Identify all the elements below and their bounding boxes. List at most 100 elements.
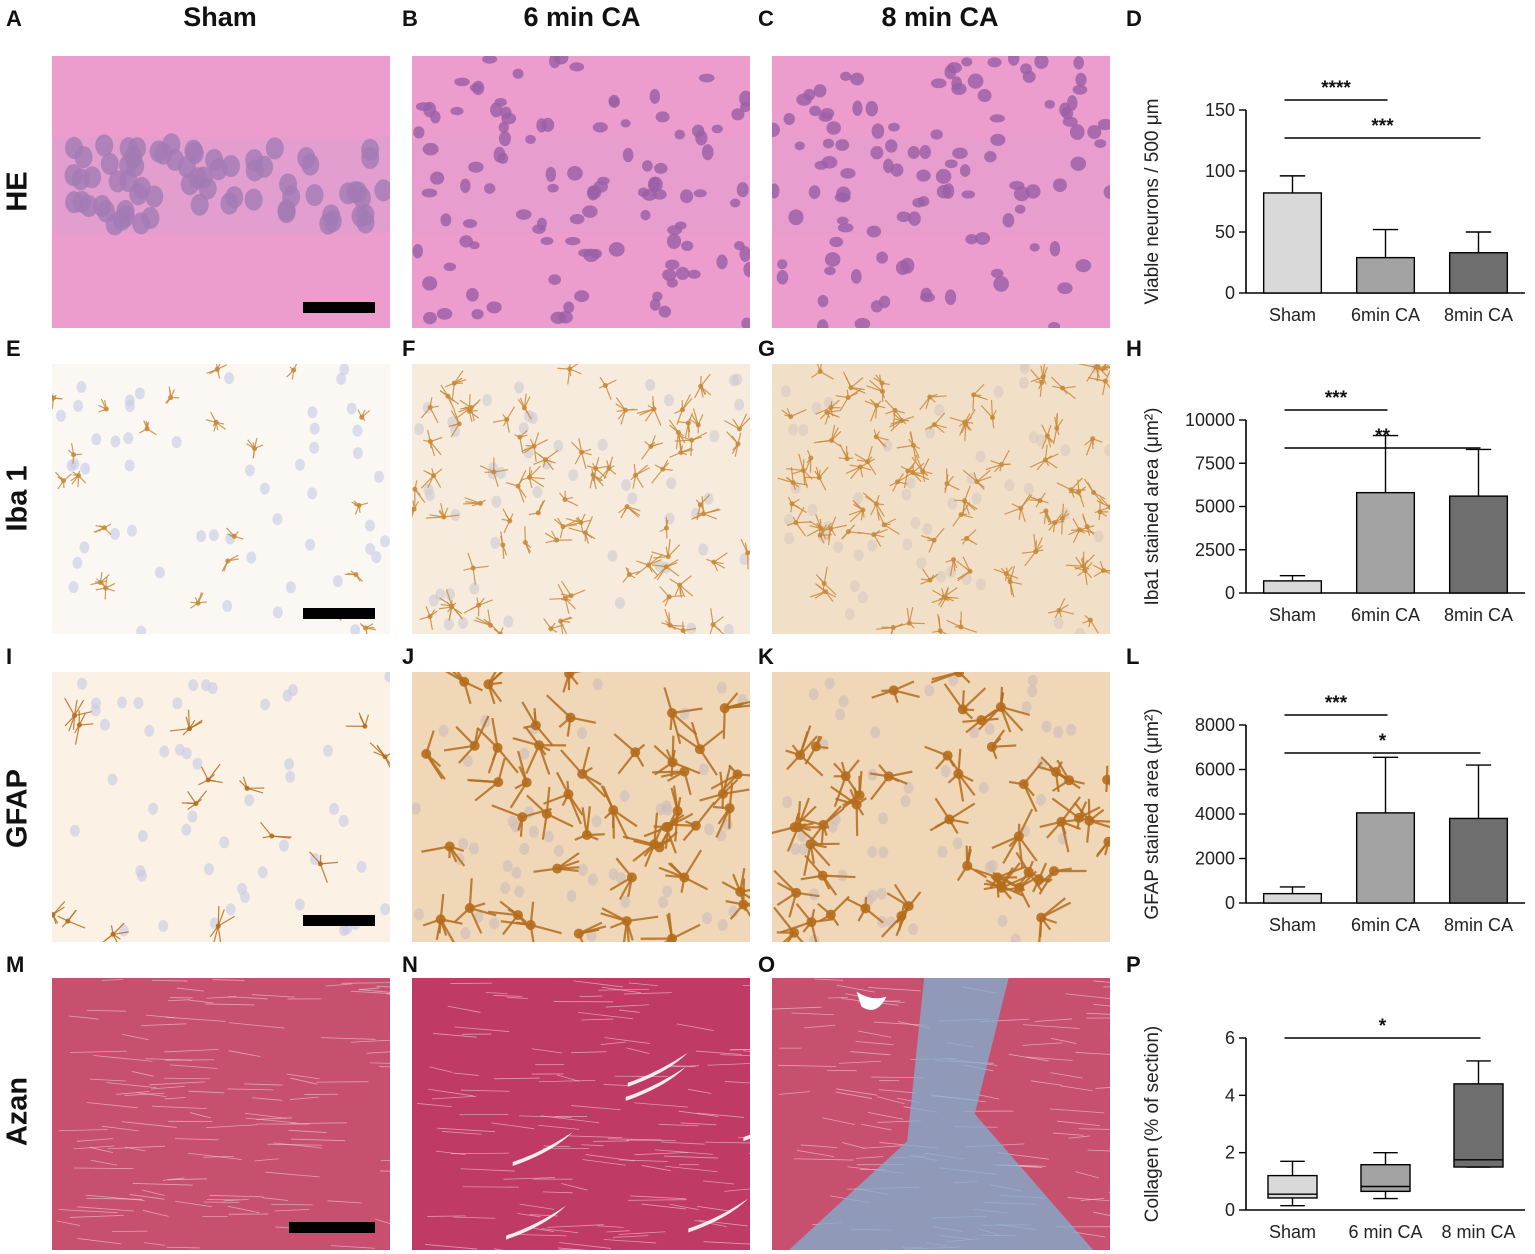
micrograph-iba1-6min [412,364,750,634]
micrograph-texture [52,978,390,1250]
panel-letter-i: I [6,644,13,669]
micrograph-gfap-sham [52,672,390,942]
y-tick-label: 50 [1215,222,1235,242]
panel-letter-g: G [758,336,776,361]
y-tick-label: 2500 [1195,540,1235,560]
significance-label: * [1379,731,1387,752]
micrograph-azan-8min [772,978,1110,1250]
panel-letter-e: E [6,336,21,361]
y-tick-label: 0 [1225,283,1235,303]
row-label-he: HE [1,171,34,212]
scale-bar-he [303,302,375,313]
panel-letter-k: K [758,644,774,669]
x-tick-label: 8min CA [1444,915,1513,935]
chart-h-iba1-area: Iba1 stained area (μm²) 0 2500 5000 7500 1000… [1142,388,1525,625]
row-label-azan: Azan [1,1076,34,1147]
scale-bar-azan [289,1222,375,1233]
significance-label: *** [1325,388,1348,409]
chart-l-gfap-area: GFAP stained area (μm²) 0 2000 4000 6000 8000… [1142,693,1525,935]
bar [1262,892,1323,904]
panel-letter-d: D [1126,6,1142,31]
micrograph-azan-sham [52,978,390,1250]
y-tick-label: 0 [1225,1200,1235,1220]
micrograph-texture [52,364,390,634]
panel-letter-n: N [402,952,418,977]
y-tick-label: 10000 [1185,410,1235,430]
micrograph-texture [412,978,750,1250]
x-tick-label: 6min CA [1351,605,1420,625]
micrograph-texture [412,672,750,942]
y-axis-label: Iba1 stained area (μm²) [1142,408,1163,606]
scale-bar-iba1 [303,608,375,619]
y-axis-label: Collagen (% of section) [1142,1026,1163,1222]
x-tick-label: Sham [1269,915,1316,935]
x-tick-label: 8 min CA [1441,1222,1515,1242]
panel-letter-l: L [1126,644,1140,669]
panel-letter-c: C [758,6,774,31]
y-tick-label: 4000 [1195,804,1235,824]
significance-label: *** [1325,693,1348,714]
x-tick-label: Sham [1269,605,1316,625]
bar [1262,580,1323,594]
x-tick-label: 6min CA [1351,305,1420,325]
row-label-iba1: Iba 1 [1,465,34,532]
bar [1448,817,1509,904]
column-header-8min: 8 min CA [881,2,999,32]
x-tick-label: 8min CA [1444,605,1513,625]
y-tick-label: 0 [1225,583,1235,603]
x-tick-label: 6min CA [1351,915,1420,935]
y-tick-label: 4 [1225,1085,1235,1105]
panel-letter-b: B [402,6,418,31]
bar [1355,491,1416,594]
panel-letter-f: F [402,336,416,361]
chart-d-viable-neurons: Viable neurons / 500 μm 0 50 100 150 Sham 6min… [1142,78,1525,325]
micrograph-he-8min [772,56,1110,328]
micrograph-gfap-6min [412,672,750,942]
panel-letter-m: M [6,952,25,977]
micrograph-texture [772,56,1110,328]
y-tick-label: 6 [1225,1028,1235,1048]
micrograph-texture [772,672,1110,942]
panel-letter-h: H [1126,336,1142,361]
micrograph-texture [52,672,390,942]
y-axis-label: GFAP stained area (μm²) [1142,708,1163,919]
y-tick-label: 0 [1225,893,1235,913]
chart-p-collagen: Collagen (% of section) 0 2 4 6 Sham 6 min CA 8… [1142,1016,1525,1242]
micrograph-azan-6min [412,978,750,1250]
column-header-sham: Sham [183,2,257,32]
micrograph-texture [412,56,750,328]
y-tick-label: 150 [1205,100,1235,120]
x-tick-label: 8min CA [1444,305,1513,325]
y-axis-label: Viable neurons / 500 μm [1142,98,1163,304]
scale-bar-gfap [303,915,375,926]
y-tick-label: 5000 [1195,497,1235,517]
y-tick-label: 100 [1205,161,1235,181]
box [1267,1174,1318,1199]
panel-letter-j: J [402,644,415,669]
significance-label: *** [1371,116,1394,137]
bar [1355,812,1416,904]
micrograph-iba1-sham [52,364,390,634]
column-header-6min: 6 min CA [523,2,641,32]
y-tick-label: 2 [1225,1143,1235,1163]
panel-letter-a: A [6,6,22,31]
y-tick-label: 7500 [1195,453,1235,473]
bar [1448,495,1509,594]
panel-letter-p: P [1126,952,1141,977]
micrograph-texture [772,364,1110,634]
micrograph-he-6min [412,56,750,328]
y-tick-label: 2000 [1195,849,1235,869]
bar [1262,192,1323,294]
box [1360,1164,1411,1193]
y-tick-label: 8000 [1195,715,1235,735]
x-tick-label: Sham [1269,305,1316,325]
y-tick-label: 6000 [1195,760,1235,780]
micrograph-gfap-8min [772,672,1110,942]
micrograph-texture [412,364,750,634]
significance-label: **** [1321,78,1351,99]
micrograph-he-sham [52,56,390,328]
micrograph-texture [772,978,1110,1250]
significance-label: * [1379,1016,1387,1037]
row-label-gfap: GFAP [1,769,34,848]
micrograph-iba1-8min [772,364,1110,634]
